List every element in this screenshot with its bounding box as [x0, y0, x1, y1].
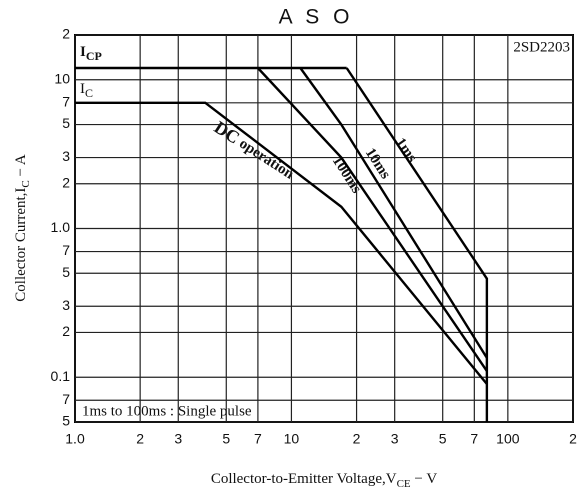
series-line	[299, 67, 488, 359]
y-tick-label: 2	[62, 174, 70, 190]
x-tick-label: 7	[470, 431, 478, 447]
y-tick-label: 7	[62, 94, 70, 110]
y-tick-label: 7	[62, 242, 70, 258]
y-tick-label: 0.1	[51, 368, 71, 384]
x-tick-label: 2	[353, 431, 361, 447]
x-axis-label: Collector-to-Emitter Voltage,VCE − V	[211, 471, 438, 489]
x-tick-label: 3	[174, 431, 182, 447]
y-tick-label: 2	[62, 323, 70, 339]
y-tick-label: 5	[62, 115, 70, 131]
series-line	[75, 101, 488, 385]
series-label: 100ms	[329, 153, 365, 196]
y-tick-label: 5	[62, 264, 70, 280]
y-tick-label: 2	[62, 26, 70, 42]
series-label: IC	[80, 81, 93, 99]
x-tick-label: 1.0	[65, 431, 85, 447]
x-tick-label: 7	[254, 431, 262, 447]
x-tick-label: 10	[284, 431, 300, 447]
y-tick-label: 10	[54, 70, 70, 86]
series-line	[345, 67, 489, 422]
x-tick-label: 3	[391, 431, 399, 447]
y-tick-label: 3	[62, 148, 70, 164]
series-label: 1ms	[392, 135, 420, 165]
chart-title: A S O	[279, 6, 354, 29]
x-tick-label: 5	[222, 431, 230, 447]
device-label: 2SD2203	[513, 39, 570, 55]
x-tick-label: 100	[496, 431, 520, 447]
series-line	[257, 67, 488, 372]
y-tick-label: 7	[62, 391, 70, 407]
note: 1ms to 100ms : Single pulse	[82, 403, 252, 419]
y-axis-label: Collector Current,IC − A	[13, 154, 31, 302]
series-label: DC operation	[211, 117, 299, 184]
x-tick-label: 2	[136, 431, 144, 447]
x-tick-label: 2	[569, 431, 577, 447]
y-tick-label: 1.0	[51, 219, 71, 235]
y-tick-label: 5	[62, 413, 70, 429]
y-tick-label: 3	[62, 297, 70, 313]
series-label: ICP	[80, 44, 102, 62]
x-tick-label: 5	[439, 431, 447, 447]
